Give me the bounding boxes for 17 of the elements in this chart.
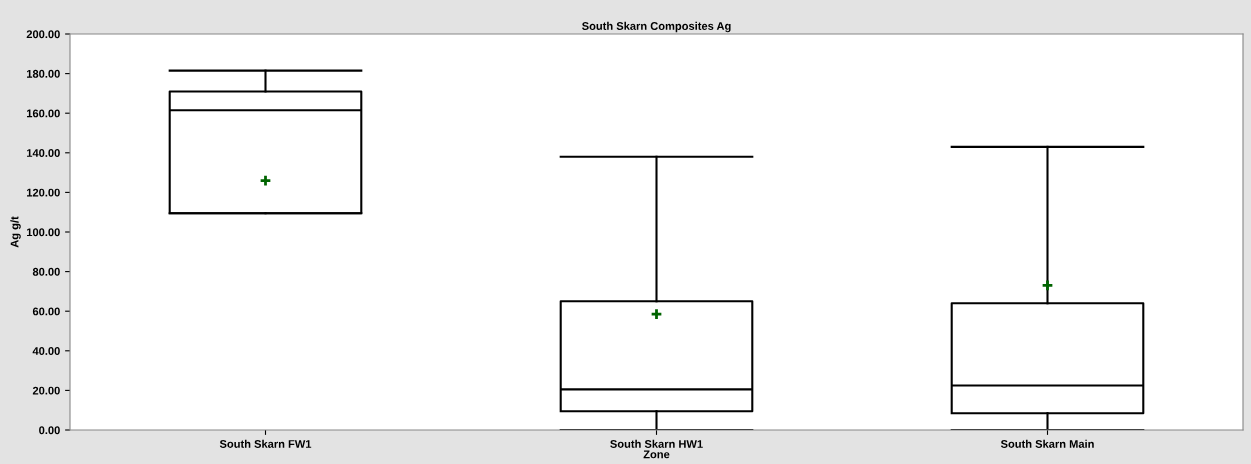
y-tick-label: 80.00 (32, 267, 60, 276)
x-tick-label: South Skarn HW1 (610, 439, 703, 448)
y-tick-label: 140.00 (27, 149, 60, 157)
y-tick-label: 60.00 (32, 307, 60, 316)
y-tick-label: 0.00 (39, 426, 60, 435)
y-tick-label: 20.00 (32, 386, 60, 395)
y-tick-label: 40.00 (32, 347, 60, 355)
y-tick-label: 160.00 (27, 109, 60, 118)
y-tick-label: 120.00 (27, 188, 60, 197)
x-tick-label: South Skarn Main (1000, 439, 1094, 448)
y-tick-label: 180.00 (27, 69, 60, 78)
chart-title: South Skarn Composites Ag (582, 21, 731, 33)
y-tick-label: 200.00 (26, 30, 60, 39)
x-axis-title: Zone (643, 450, 670, 459)
y-axis-title: Ag g/t (10, 216, 21, 248)
y-tick-label: 100.00 (27, 228, 60, 237)
x-tick-label: South Skarn FW1 (219, 439, 312, 448)
